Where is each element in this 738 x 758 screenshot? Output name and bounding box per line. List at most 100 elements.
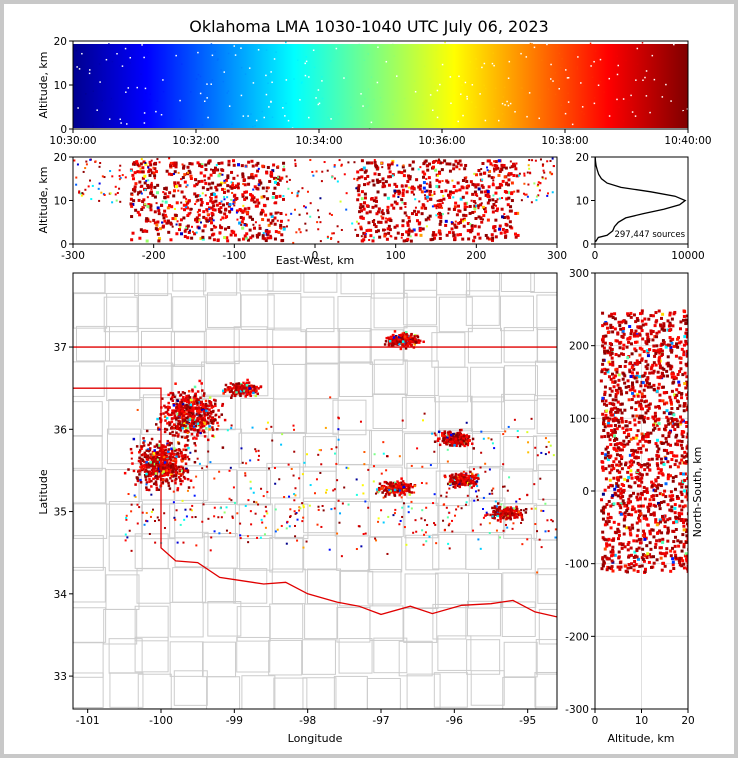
east-west-point <box>331 232 334 235</box>
east-west-point <box>466 205 469 208</box>
time-height-point <box>571 123 574 126</box>
plan-view-point <box>179 479 182 483</box>
plan-view-point <box>286 520 289 523</box>
plan-view-point <box>425 540 428 543</box>
plan-view-point <box>397 485 400 488</box>
plan-view-point <box>449 474 453 477</box>
time-height-point <box>432 109 434 112</box>
plan-view-point <box>145 449 148 452</box>
east-west-point <box>178 184 182 188</box>
plan-view-point <box>492 510 495 514</box>
east-west-point <box>294 162 297 165</box>
east-west-point <box>196 161 200 165</box>
plan-view-point <box>168 443 171 447</box>
east-west-point <box>373 160 377 164</box>
time-height-point <box>312 49 315 52</box>
east-west-point <box>399 206 403 210</box>
plan-view-point <box>451 440 454 443</box>
plan-view-point <box>403 331 406 335</box>
east-west-point <box>133 161 137 165</box>
plan-view-point <box>515 505 518 508</box>
east-west-point <box>435 214 438 217</box>
county-outline <box>73 401 103 437</box>
east-west-point <box>200 165 204 169</box>
plan-view-point <box>203 415 206 418</box>
east-west-point <box>76 163 79 166</box>
time-height-point <box>141 44 143 46</box>
plan-view-point <box>517 510 520 514</box>
county-boundaries <box>73 273 557 709</box>
county-outline <box>73 566 106 603</box>
plan-view-point <box>169 468 172 472</box>
east-west-point <box>241 217 245 221</box>
east-west-point <box>237 238 241 242</box>
time-height-point <box>126 123 128 125</box>
east-west-point <box>471 192 475 196</box>
time-height-point <box>377 46 379 49</box>
east-west-point <box>219 210 223 214</box>
east-west-point <box>549 159 552 162</box>
east-west-point <box>456 181 460 185</box>
county-outline <box>302 436 337 472</box>
plan-view-point <box>231 515 234 518</box>
east-west-point <box>163 196 167 200</box>
east-west-point <box>256 235 260 239</box>
east-west-point <box>232 159 236 163</box>
plan-view-point <box>229 382 233 385</box>
plan-view-point <box>163 451 167 455</box>
east-west-point <box>222 203 226 207</box>
plan-view-point <box>377 520 380 523</box>
east-west-point <box>455 213 459 217</box>
east-west-point <box>241 172 244 175</box>
plan-view-point <box>156 417 159 421</box>
plan-view-point <box>508 511 511 515</box>
north-south-point <box>633 560 637 564</box>
east-west-point <box>273 222 277 226</box>
east-west-point <box>181 163 184 166</box>
time-height-point <box>483 84 485 87</box>
county-outline <box>236 606 271 642</box>
plan-view-point <box>394 481 397 485</box>
plan-view-point <box>498 508 501 511</box>
east-west-point <box>153 210 157 214</box>
east-west-point <box>437 229 441 233</box>
plan-view-point <box>201 402 205 406</box>
east-west-point <box>424 206 428 210</box>
east-west-point <box>208 208 211 211</box>
plan-view-point <box>496 512 500 516</box>
plan-view-point <box>265 427 268 430</box>
east-west-point <box>502 165 506 169</box>
east-west-point <box>214 199 218 203</box>
plan-view-point <box>462 434 466 438</box>
east-west-point <box>79 192 82 195</box>
plan-view-point <box>254 512 257 515</box>
time-height-point <box>653 78 656 81</box>
time-height-point <box>282 107 284 109</box>
east-west-point <box>143 181 147 185</box>
time-height-point <box>327 116 329 119</box>
plan-view-point <box>187 410 191 414</box>
east-west-point <box>210 206 214 210</box>
east-west-point <box>458 188 462 192</box>
plan-view-point <box>492 487 495 490</box>
plan-view-point <box>455 478 459 482</box>
plan-view-point <box>534 507 537 510</box>
east-west-point <box>173 161 177 165</box>
plan-view-point <box>249 394 252 398</box>
east-west-point <box>373 172 377 176</box>
plan-view-point <box>163 473 167 477</box>
time-height-point <box>591 76 594 79</box>
plan-view-point <box>168 452 171 455</box>
east-west-point <box>466 222 470 226</box>
plan-view-point <box>185 405 188 408</box>
east-west-point <box>264 229 268 233</box>
east-west-point <box>454 189 458 193</box>
east-west-point <box>140 184 144 188</box>
plan-view-point <box>202 430 206 434</box>
plan-view-point <box>141 468 144 472</box>
east-west-point <box>386 218 390 222</box>
plan-view-point <box>451 519 454 522</box>
east-west-point <box>438 171 442 175</box>
plan-view-point <box>174 382 177 385</box>
plan-view-point <box>493 505 496 508</box>
